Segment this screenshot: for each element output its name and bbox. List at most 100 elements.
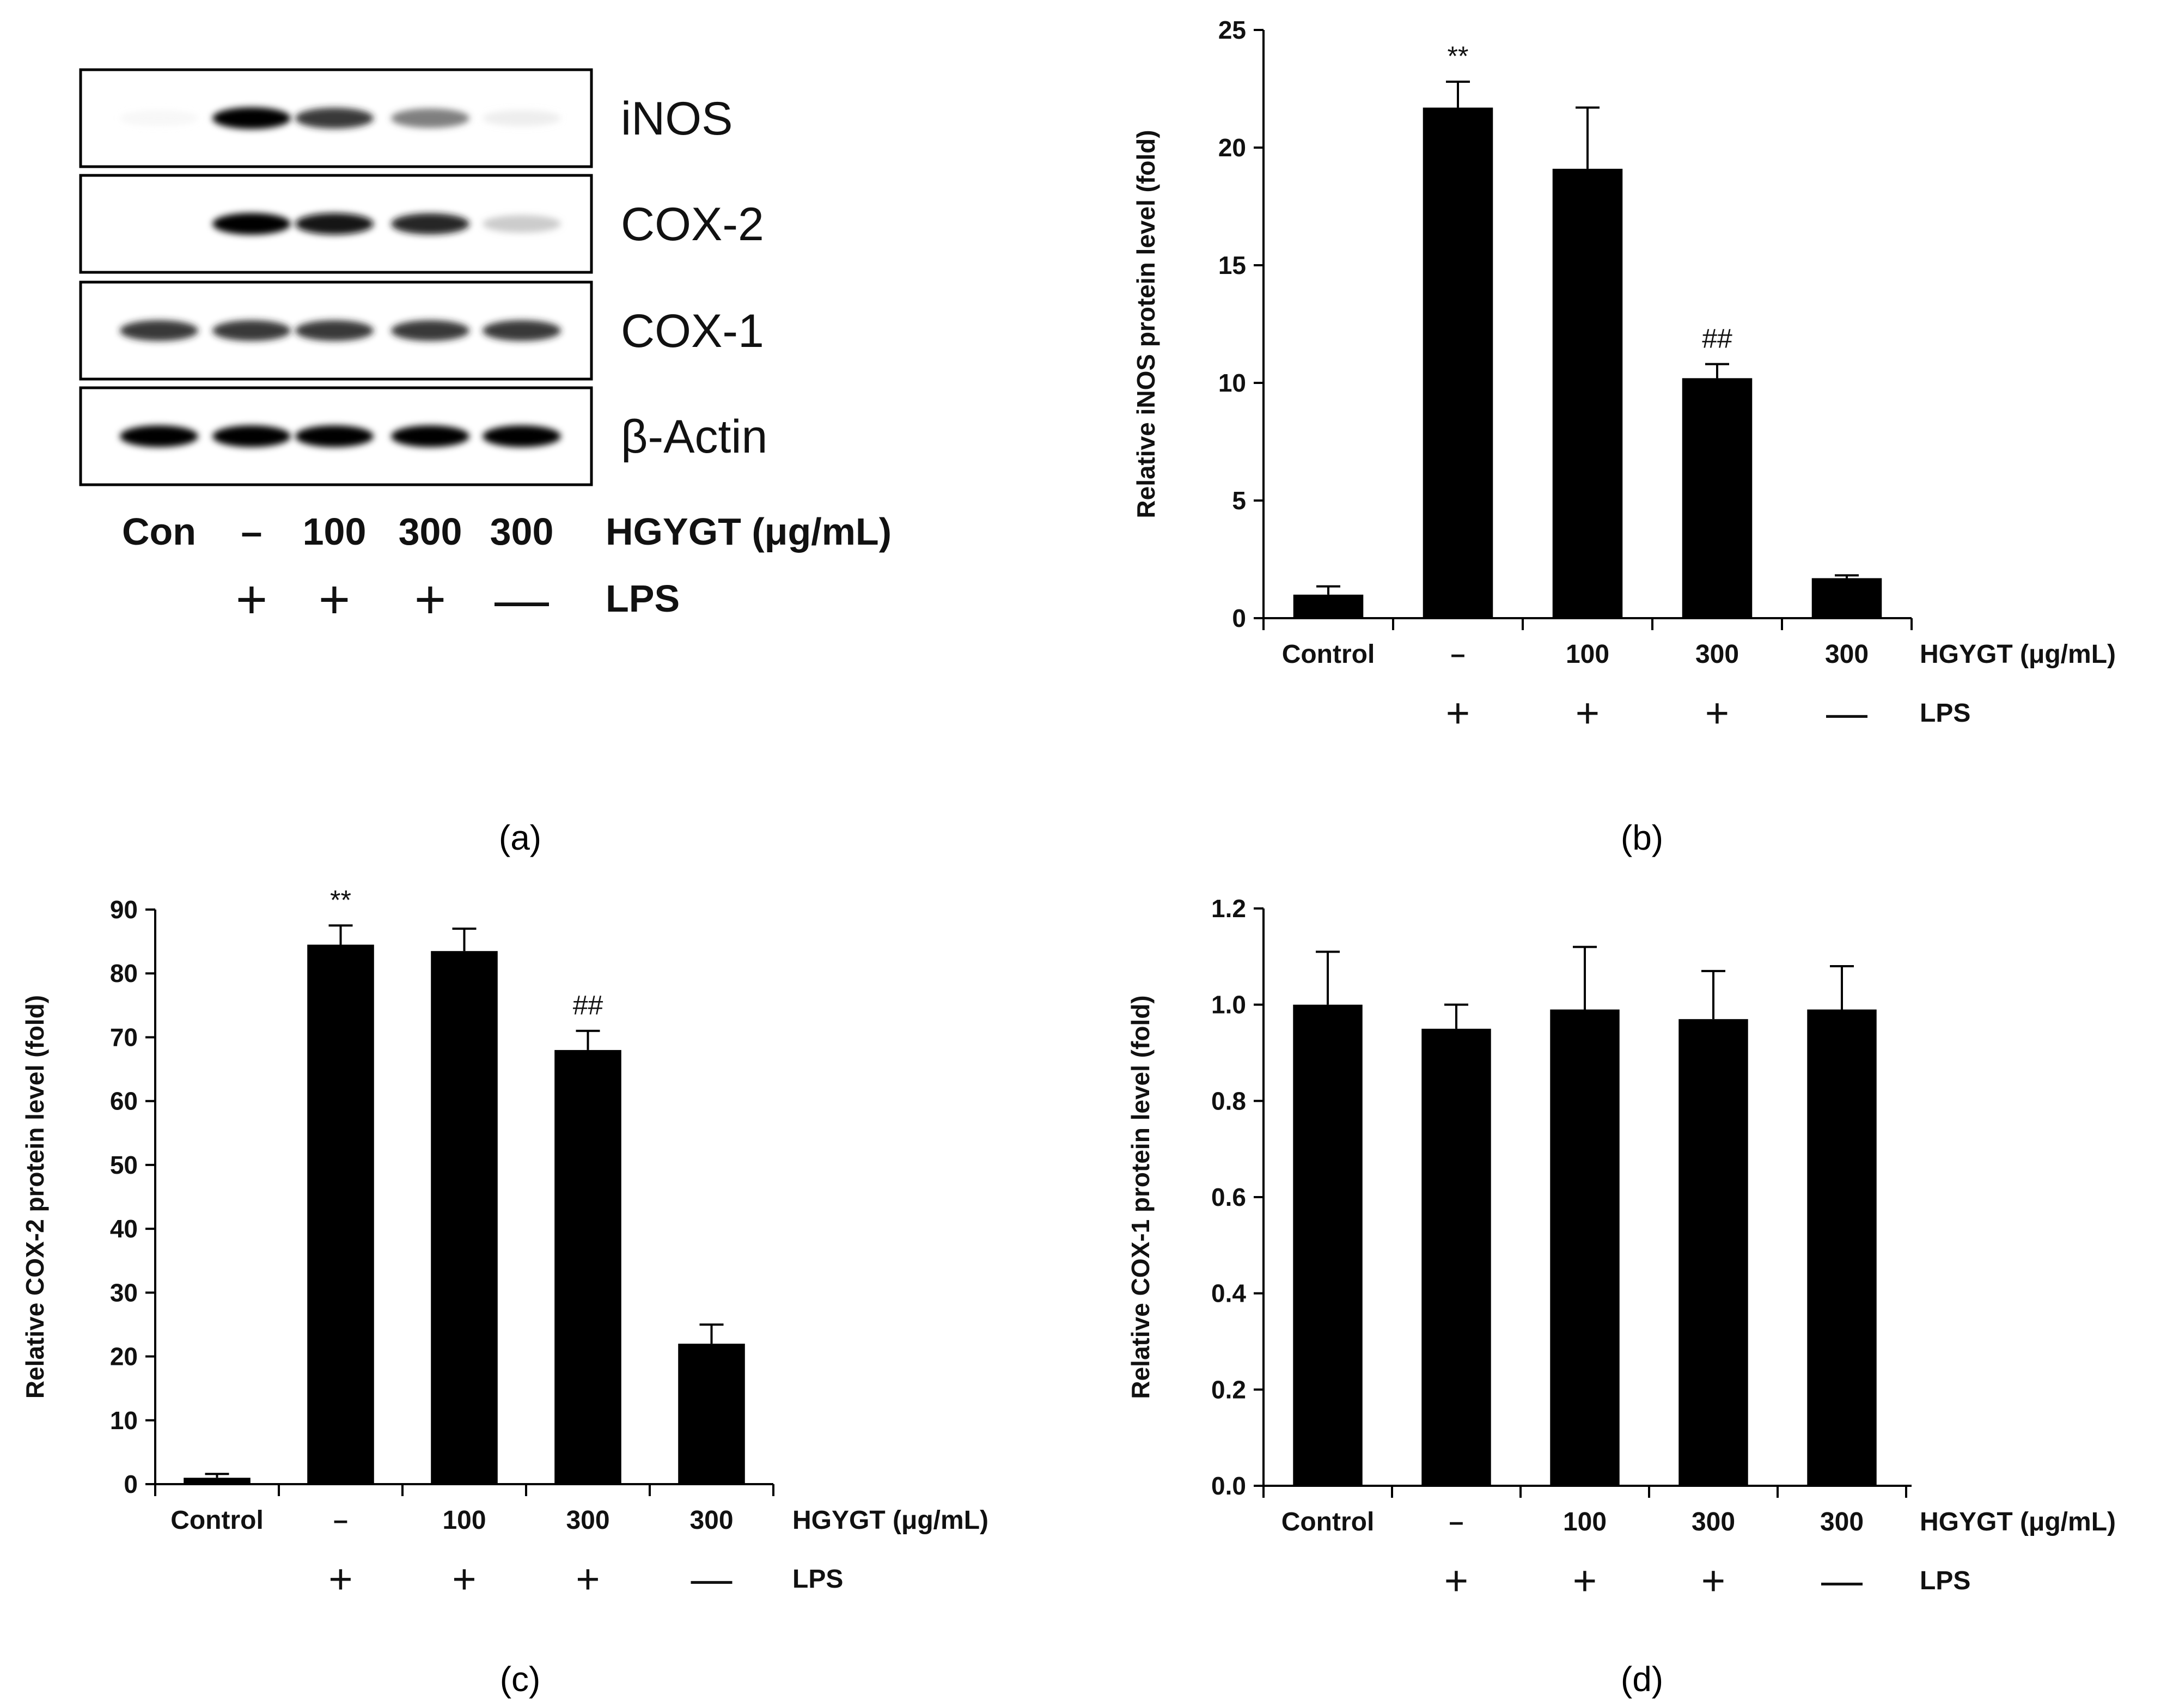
blot-band	[212, 425, 291, 447]
blot-band	[391, 213, 469, 235]
lps-sign: +	[1705, 690, 1729, 736]
lps-sign: +	[576, 1556, 600, 1602]
bar	[554, 1050, 621, 1484]
y-tick-label: 1.2	[1211, 894, 1246, 923]
significance-mark: ##	[573, 990, 603, 1021]
y-tick-label: 60	[110, 1087, 138, 1115]
bar	[678, 1344, 745, 1484]
y-tick-label: 0.4	[1211, 1279, 1246, 1308]
bar	[1678, 1019, 1748, 1486]
western-blot-panel: iNOS COX-2 COX-1 β-Actin Con –100 300 300 HGYGT…	[79, 68, 892, 630]
significance-mark: ##	[1702, 323, 1732, 353]
lps-label: LPS	[792, 1565, 843, 1594]
significance-mark: **	[1448, 41, 1469, 71]
blot-protein-label: COX-1	[621, 305, 764, 357]
blot-band	[391, 108, 469, 128]
blot-lps-sign: +	[319, 569, 350, 630]
x-tick-label: Control	[170, 1506, 264, 1535]
blot-band	[391, 320, 469, 341]
lps-sign: +	[1446, 690, 1470, 736]
x-tick-label: 100	[442, 1506, 486, 1535]
y-tick-label: 80	[110, 959, 138, 987]
caption-a: (a)	[499, 818, 541, 857]
x-tick-label: 300	[1692, 1508, 1735, 1536]
bar	[1552, 168, 1623, 618]
blot-band	[391, 425, 469, 447]
y-tick-label: 20	[1218, 133, 1246, 162]
cox1-bar-chart: 0.0 0.2 0.4 0.6 0.8 1.0 1.2 Relative COX-1 prot…	[1126, 894, 2116, 1604]
blot-band	[295, 107, 374, 129]
blot-lps-sign: +	[236, 569, 267, 630]
y-tick-label: 30	[110, 1278, 138, 1307]
y-tick-label: 0.2	[1211, 1375, 1246, 1404]
y-axis-label: Relative COX-1 protein level (fold)	[1126, 995, 1155, 1399]
lps-label: LPS	[1920, 1566, 1970, 1595]
y-tick-label: 10	[1218, 369, 1246, 397]
cox2-bar-chart: 0 10 20 30 40 50 60 70 80 90 Relative COX-2 protei…	[21, 884, 988, 1602]
x-tick-label: 300	[1825, 640, 1869, 669]
y-tick-label: 70	[110, 1023, 138, 1051]
y-tick-label: 0.8	[1211, 1087, 1246, 1115]
bar	[1682, 378, 1753, 618]
lps-sign: +	[1573, 1558, 1597, 1604]
lps-sign: +	[328, 1556, 352, 1602]
y-tick-label: 90	[110, 895, 138, 924]
lps-sign: +	[1701, 1558, 1725, 1604]
blot-protein-label: β-Actin	[621, 411, 767, 463]
x-axis-label: HGYGT (μg/mL)	[1920, 640, 2116, 669]
lps-sign: —	[1821, 1558, 1863, 1604]
x-tick-label: 300	[566, 1506, 609, 1535]
blot-band	[483, 215, 561, 233]
x-tick-label: –	[1449, 1508, 1464, 1536]
y-tick-label: 5	[1232, 486, 1246, 515]
x-tick-label: 100	[1563, 1508, 1607, 1536]
blot-lps-sign: +	[414, 569, 446, 630]
y-tick-label: 0	[124, 1470, 138, 1498]
x-tick-label: 300	[689, 1506, 733, 1535]
blot-band	[483, 425, 561, 447]
blot-band	[120, 425, 198, 447]
bar	[1807, 1009, 1877, 1486]
y-tick-label: 15	[1218, 251, 1246, 279]
blot-treatment-label: HGYGT (μg/mL)	[606, 510, 892, 553]
x-tick-label: 300	[1820, 1508, 1864, 1536]
y-axis-label: Relative COX-2 protein level (fold)	[21, 995, 49, 1399]
caption-c: (c)	[500, 1660, 541, 1699]
y-tick-label: 0.0	[1211, 1472, 1246, 1500]
blot-lane-label: –	[241, 510, 263, 553]
caption-d: (d)	[1621, 1660, 1663, 1699]
blot-lane-label: Con	[122, 510, 196, 553]
y-tick-label: 0	[1232, 604, 1246, 632]
bar	[1293, 594, 1364, 618]
blot-band	[295, 425, 374, 447]
bar	[1423, 107, 1493, 618]
significance-mark: **	[330, 884, 351, 915]
y-tick-label: 25	[1218, 16, 1246, 44]
lps-sign: +	[452, 1556, 476, 1602]
lps-sign: +	[1576, 690, 1600, 736]
bar	[431, 951, 498, 1484]
y-tick-label: 20	[110, 1343, 138, 1371]
inos-bar-chart: 0 5 10 15 20 25 Relative iNOS protein level (f…	[1132, 16, 2116, 736]
x-axis-label: HGYGT (μg/mL)	[1920, 1508, 2116, 1536]
bar	[1421, 1028, 1491, 1486]
blot-protein-label: iNOS	[621, 93, 733, 145]
bar	[307, 944, 374, 1484]
blot-band	[212, 107, 291, 129]
blot-band	[483, 110, 561, 126]
lps-label: LPS	[1920, 699, 1970, 728]
blot-band	[120, 110, 198, 126]
y-tick-label: 10	[110, 1406, 138, 1435]
x-tick-label: –	[333, 1506, 348, 1535]
caption-b: (b)	[1621, 818, 1663, 857]
bar	[1550, 1009, 1620, 1486]
y-axis-label: Relative iNOS protein level (fold)	[1132, 130, 1160, 518]
blot-band	[295, 213, 374, 235]
blot-lps-sign: —	[495, 569, 549, 630]
y-tick-label: 0.6	[1211, 1183, 1246, 1211]
blot-band	[120, 320, 198, 341]
y-tick-label: 40	[110, 1215, 138, 1243]
blot-lps-label: LPS	[606, 577, 680, 620]
x-tick-label: 300	[1695, 640, 1739, 669]
